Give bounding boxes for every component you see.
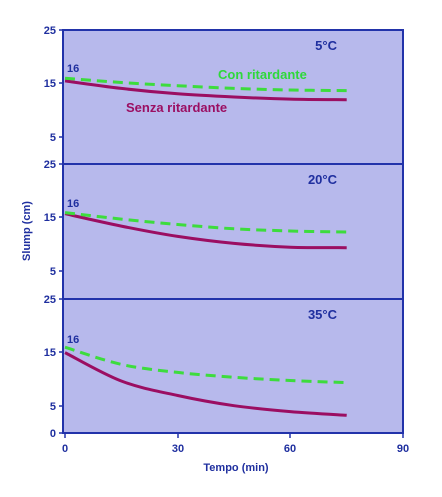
panel-title-20c: 20°C (308, 172, 338, 187)
y-tick-label: 5 (50, 401, 56, 413)
x-tick-marks (64, 433, 404, 438)
y-tick-label: 25 (44, 25, 56, 37)
y-tick-label: 25 (44, 294, 56, 306)
x-tick-label: 90 (397, 443, 409, 455)
x-tick-label: 30 (172, 443, 184, 455)
x-axis-title: Tempo (min) (203, 462, 269, 474)
panel-title-35c: 35°C (308, 307, 338, 322)
con-ritardante-line-5c (64, 76, 347, 93)
y-axis-title: Slump (cm) (21, 201, 33, 261)
senza-ritardante-line-20c (64, 212, 347, 250)
y-tick-label: 15 (44, 78, 56, 90)
panel-title-5c: 5°C (315, 38, 337, 53)
series-group (64, 76, 347, 417)
senza-ritardante-line-35c (64, 351, 347, 417)
y-tick-label: 5 (50, 132, 56, 144)
y-tick-label: 15 (44, 347, 56, 359)
con-ritardante-line-20c (64, 211, 347, 234)
panel-35c-border (62, 298, 404, 434)
y-tick-label: 15 (44, 212, 56, 224)
y-tick-label: 5 (50, 266, 56, 278)
panel-20c-background (63, 164, 403, 299)
x-tick-label: 60 (284, 443, 296, 455)
senza-ritardante-line-5c (64, 79, 347, 102)
x-tick-label: 0 (62, 443, 68, 455)
start-label-20c: 16 (67, 198, 79, 210)
con-ritardante-label: Con ritardante (218, 67, 307, 82)
y-tick-label-zero: 0 (50, 428, 56, 440)
start-label-35c: 16 (67, 334, 79, 346)
y-tick-label: 25 (44, 159, 56, 171)
y-tick-marks (59, 29, 63, 434)
con-ritardante-line-35c (64, 345, 347, 385)
senza-ritardante-label: Senza ritardante (126, 100, 227, 115)
start-label-5c: 16 (67, 63, 79, 75)
panel-35c-background (63, 299, 403, 433)
